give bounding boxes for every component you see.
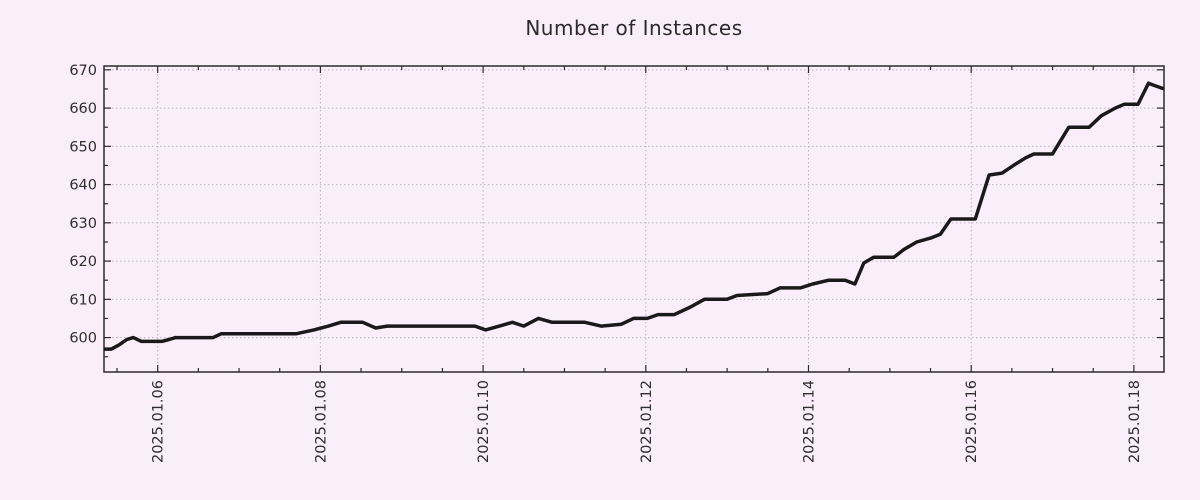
y-tick-label: 630	[69, 216, 97, 232]
x-tick-label: 2025.01.18	[1127, 380, 1143, 463]
x-tick-label: 2025.01.12	[639, 380, 655, 463]
y-tick-label: 670	[69, 63, 97, 79]
x-tick-label: 2025.01.14	[801, 380, 817, 463]
y-tick-label: 600	[69, 331, 97, 347]
x-tick-label: 2025.01.10	[476, 380, 492, 463]
y-tick-label: 650	[69, 139, 97, 155]
axis-ticks	[104, 66, 1164, 372]
x-tick-label: 2025.01.08	[313, 380, 329, 463]
series-instances	[104, 81, 1165, 351]
y-tick-label: 620	[69, 254, 97, 270]
x-tick-label: 2025.01.16	[964, 380, 980, 463]
x-tick-label: 2025.01.06	[151, 380, 167, 463]
gridlines	[104, 66, 1164, 372]
data-line	[104, 81, 1165, 351]
chart-title: Number of Instances	[525, 16, 743, 40]
y-tick-label: 640	[69, 178, 97, 194]
x-axis-labels: 2025.01.06 2025.01.08 2025.01.10 2025.01.12…	[151, 380, 1143, 463]
y-tick-label: 660	[69, 101, 97, 117]
y-tick-label: 610	[69, 292, 97, 308]
plot-border-rect	[103, 65, 1165, 373]
y-axis-labels: 600 610 620 630 640 650 660 670	[69, 63, 97, 347]
plot-border	[103, 65, 1165, 373]
